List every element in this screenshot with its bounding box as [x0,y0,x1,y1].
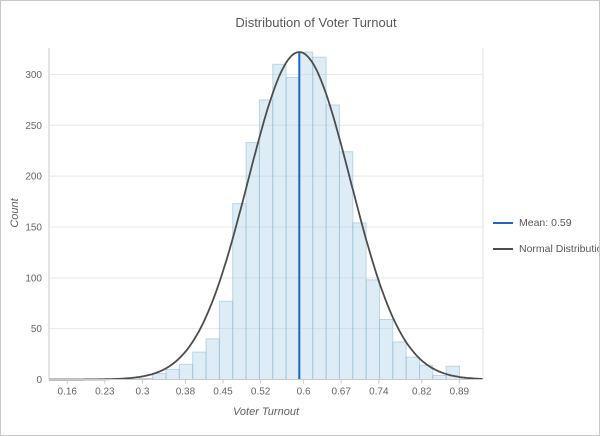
histogram-bar [338,151,354,380]
x-tick-label: 0.16 [58,387,78,398]
histogram-bar [405,356,421,381]
y-tick-label: 300 [25,70,42,81]
legend-label-normal: Normal Distribution [519,243,600,255]
x-tick-label: 0.23 [95,387,115,398]
histogram-bar [312,56,327,380]
histogram-bar [365,279,380,380]
y-axis-title: Count [9,198,21,228]
normal-curve [49,51,483,381]
histogram-bar [218,300,234,381]
histogram-bar [285,76,300,381]
x-axis-title: Voter Turnout [232,406,300,418]
y-tick-label: 100 [25,273,42,284]
y-tick-label: 0 [36,375,42,386]
y-tick-label: 150 [25,222,42,233]
histogram-bar [258,99,274,380]
mean-line-swatch [493,222,513,224]
chart-title: Distribution of Voter Turnout [235,15,397,30]
histogram-bar [432,374,447,381]
histogram-bar [298,51,314,381]
histogram-bar [178,363,194,380]
x-tick-label: 0.89 [450,387,470,398]
legend: Mean: 0.59 Normal Distribution [493,217,600,269]
legend-label-mean: Mean: 0.59 [519,217,572,229]
histogram-bar [378,319,394,381]
x-tick-label: 0.74 [369,387,389,398]
normal-curve-swatch [493,248,513,250]
x-tick-label: 0.38 [176,387,196,398]
y-tick-label: 250 [25,121,42,132]
x-tick-label: 0.52 [251,387,271,398]
x-tick-label: 0.45 [213,387,233,398]
x-tick-label: 0.82 [412,387,432,398]
histogram-bar [392,341,407,380]
histogram-bar [165,368,180,381]
y-tick-label: 200 [25,172,42,183]
histogram-bar [205,338,220,381]
y-tick-label: 50 [31,324,43,335]
histogram-bar [325,104,340,380]
x-tick-label: 0.3 [136,387,150,398]
legend-item-mean: Mean: 0.59 [493,217,597,229]
x-tick-label: 0.67 [331,387,351,398]
histogram-bar [352,222,367,380]
legend-item-normal: Normal Distribution [493,243,600,255]
histogram-bar [192,351,207,380]
histogram-bar [272,63,287,381]
x-tick-label: 0.6 [297,387,311,398]
